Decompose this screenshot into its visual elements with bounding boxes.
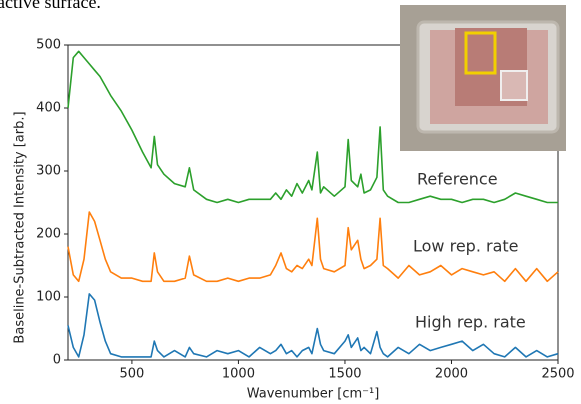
x-tick-label: 2500: [541, 367, 574, 382]
y-tick-label: 400: [36, 101, 61, 116]
x-tick-label: 1000: [222, 367, 255, 382]
series-line: [67, 50, 558, 204]
y-tick-label: 100: [36, 290, 61, 305]
y-tick-label: 500: [36, 38, 61, 53]
series-label: Low rep. rate: [413, 237, 519, 256]
photo-inset: [400, 5, 566, 151]
caption-fragment: active surface.: [0, 0, 101, 12]
y-axis-label: Baseline-Subtracted Intensity [arb.]: [13, 111, 28, 343]
x-tick-label: 1500: [328, 367, 361, 382]
y-tick-label: 0: [53, 353, 61, 368]
y-tick-label: 300: [36, 164, 61, 179]
series-line: [67, 211, 559, 283]
x-axis-label: Wavenumber [cm⁻¹]: [247, 387, 380, 402]
x-tick-label: 2000: [435, 367, 468, 382]
series-label: High rep. rate: [415, 313, 526, 332]
series-label: Reference: [417, 170, 498, 189]
series-line: [67, 293, 559, 358]
x-tick-label: 500: [119, 367, 144, 382]
y-tick-label: 200: [36, 227, 61, 242]
